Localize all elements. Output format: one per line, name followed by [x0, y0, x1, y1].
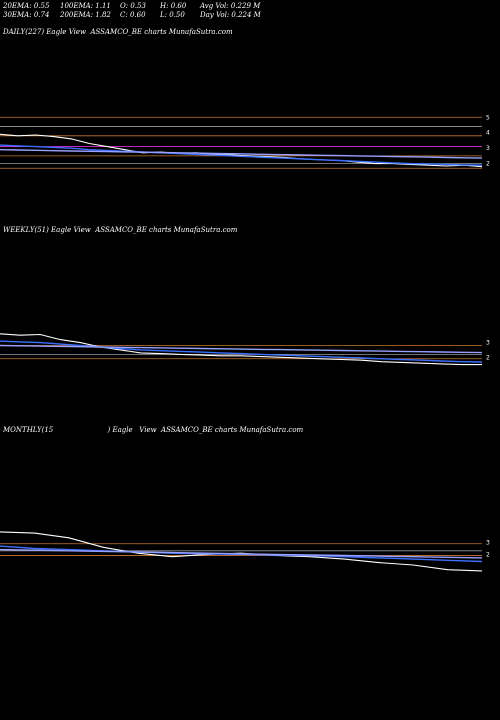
weekly-tick-label: 2: [486, 354, 490, 361]
daily-tick-label: 3: [486, 145, 490, 152]
weekly-panel-title: WEEKLY(51) Eagle View ASSAMCO_BE charts …: [3, 226, 237, 234]
weekly-ema-long-line: [0, 344, 483, 354]
monthly-title-rest: ) Eagle View ASSAMCO_BE charts MunafaSut…: [107, 426, 304, 434]
daily-tick-label: 4: [486, 130, 490, 137]
close-stat: C: 0.60: [120, 11, 146, 19]
weekly-price-line: [0, 333, 482, 366]
daily-ema-long-line: [0, 149, 483, 159]
daily-tick-label: 2: [486, 161, 490, 168]
monthly-title-prefix: MONTHLY(15: [3, 426, 54, 434]
daily-title-prefix: DAILY(227) Eagle: [3, 28, 67, 36]
ema30-stat: 30EMA: 0.74: [3, 11, 50, 19]
daily-ema-short-line: [0, 144, 483, 166]
ema100-stat: 100EMA: 1.11: [60, 2, 111, 10]
daily-title-rest: View ASSAMCO_BE charts MunafaSutra.com: [68, 28, 233, 36]
monthly-tick-label: 3: [486, 540, 490, 547]
avg-vol-stat: Avg Vol: 0.229 M: [200, 2, 261, 10]
open-stat: O: 0.53: [120, 2, 146, 10]
weekly-title-rest: View ASSAMCO_BE charts MunafaSutra.com: [73, 226, 238, 234]
daily-panel-title: DAILY(227) Eagle View ASSAMCO_BE charts …: [3, 28, 233, 36]
day-vol-stat: Day Vol: 0.224 M: [200, 11, 261, 19]
monthly-ema-long-line: [0, 548, 483, 559]
weekly-title-prefix: WEEKLY(51) Eagle: [3, 226, 72, 234]
monthly-panel-title: MONTHLY(15 ) Eagle View ASSAMCO_BE chart…: [3, 426, 303, 434]
weekly-ema-short-line: [0, 340, 483, 363]
weekly-tick-label: 3: [486, 340, 490, 347]
stats-header: 20EMA: 0.55 100EMA: 1.11 O: 0.53 H: 0.60…: [0, 0, 500, 20]
daily-price-line: [0, 133, 483, 168]
monthly-tick-label: 2: [486, 551, 490, 558]
ema20-stat: 20EMA: 0.55: [3, 2, 50, 10]
daily-tick-label: 5: [486, 114, 490, 121]
ema200-stat: 200EMA: 1.82: [60, 11, 111, 19]
high-stat: H: 0.60: [160, 2, 187, 10]
low-stat: L: 0.50: [160, 11, 185, 19]
